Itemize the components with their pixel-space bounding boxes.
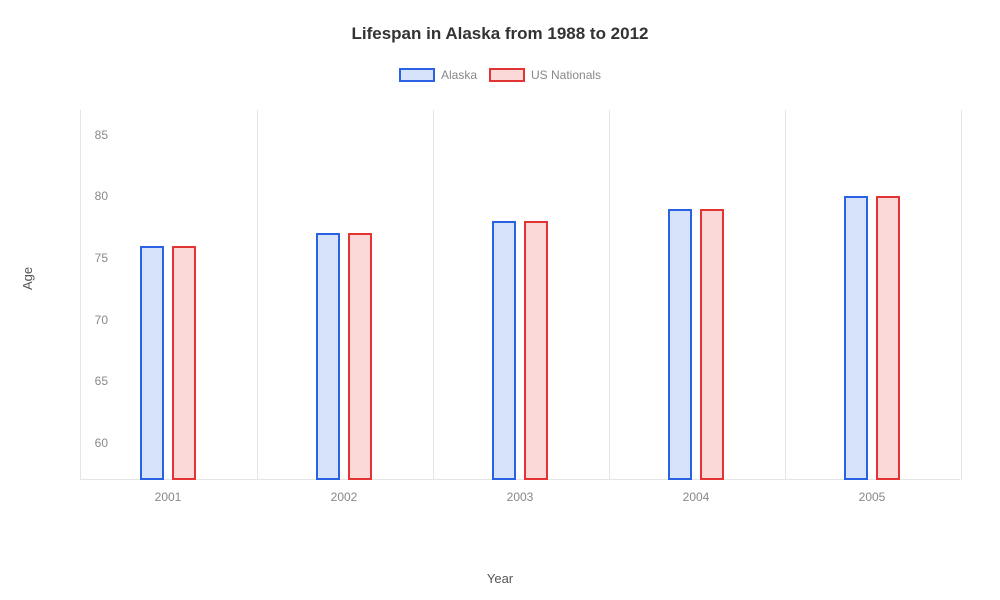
legend-label: US Nationals bbox=[531, 68, 601, 82]
legend-label: Alaska bbox=[441, 68, 477, 82]
gridline-vertical bbox=[961, 110, 962, 480]
gridline-vertical bbox=[609, 110, 610, 480]
bar bbox=[348, 233, 372, 480]
legend-item: Alaska bbox=[399, 68, 477, 82]
y-tick-label: 75 bbox=[68, 251, 108, 265]
bar bbox=[844, 196, 868, 480]
bar bbox=[700, 209, 724, 480]
x-tick-label: 2001 bbox=[155, 490, 182, 504]
x-tick-label: 2003 bbox=[507, 490, 534, 504]
gridline-vertical bbox=[433, 110, 434, 480]
y-axis-label: Age bbox=[20, 267, 35, 290]
y-tick-label: 85 bbox=[68, 128, 108, 142]
bar bbox=[668, 209, 692, 480]
x-axis-label: Year bbox=[487, 571, 513, 586]
x-tick-label: 2005 bbox=[859, 490, 886, 504]
bar bbox=[172, 246, 196, 480]
chart-container: Lifespan in Alaska from 1988 to 2012 Ala… bbox=[0, 0, 1000, 600]
x-tick-label: 2002 bbox=[331, 490, 358, 504]
gridline-vertical bbox=[785, 110, 786, 480]
bar bbox=[492, 221, 516, 480]
chart-title: Lifespan in Alaska from 1988 to 2012 bbox=[0, 0, 1000, 44]
legend-item: US Nationals bbox=[489, 68, 601, 82]
y-tick-label: 80 bbox=[68, 189, 108, 203]
y-tick-label: 70 bbox=[68, 313, 108, 327]
x-tick-label: 2004 bbox=[683, 490, 710, 504]
plot-area: 2001 2002 2003 2004 2005 bbox=[80, 110, 960, 510]
legend-swatch bbox=[489, 68, 525, 82]
bar bbox=[140, 246, 164, 480]
y-tick-label: 65 bbox=[68, 374, 108, 388]
bar bbox=[316, 233, 340, 480]
gridline-vertical bbox=[257, 110, 258, 480]
y-tick-label: 60 bbox=[68, 436, 108, 450]
grid-region bbox=[80, 110, 960, 480]
bar bbox=[524, 221, 548, 480]
legend: Alaska US Nationals bbox=[0, 68, 1000, 82]
bar bbox=[876, 196, 900, 480]
legend-swatch bbox=[399, 68, 435, 82]
